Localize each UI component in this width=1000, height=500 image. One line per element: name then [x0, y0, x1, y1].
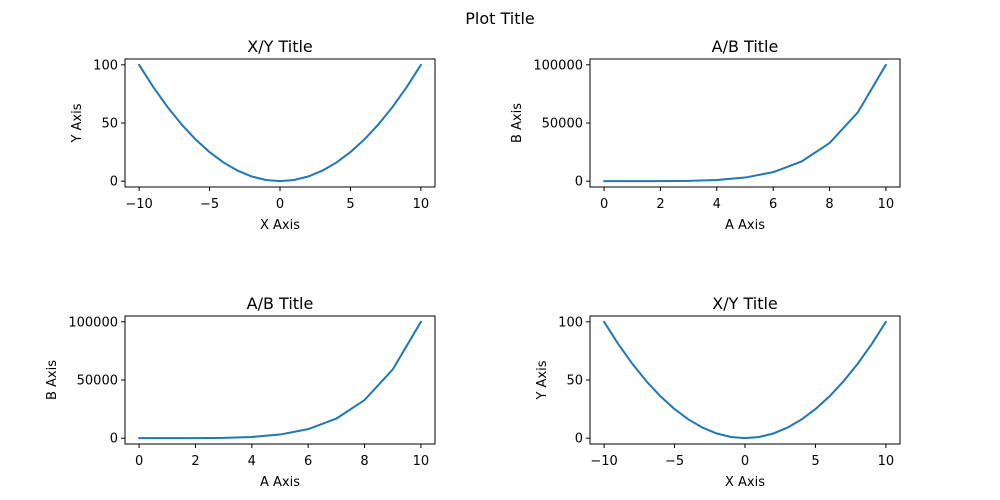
series-line: [138, 320, 422, 440]
x-tick-label: 8: [360, 454, 368, 469]
x-tick-label: 0: [600, 197, 608, 212]
x-tick-label: 10: [413, 454, 430, 469]
subplot-title: A/B Title: [712, 37, 779, 56]
y-tick-label: 0: [575, 175, 583, 190]
y-tick-label: 50: [101, 117, 118, 132]
x-tick-label: 4: [248, 454, 256, 469]
y-tick-label: 50: [566, 374, 583, 389]
x-tick-label: 0: [135, 454, 143, 469]
x-axis-label: X Axis: [725, 475, 765, 490]
x-tick-label: 0: [276, 197, 284, 212]
x-tick-label: 2: [191, 454, 199, 469]
x-tick-label: 10: [878, 197, 895, 212]
subplot-title: A/B Title: [247, 294, 314, 313]
subplot-title: X/Y Title: [712, 294, 778, 313]
figure-suptitle: Plot Title: [465, 9, 535, 28]
x-tick-label: 0: [741, 454, 749, 469]
x-tick-label: −5: [665, 454, 684, 469]
y-axis-label: B Axis: [45, 360, 60, 400]
series-line: [138, 63, 422, 183]
x-tick-label: 8: [825, 197, 833, 212]
y-tick-label: 50000: [542, 117, 583, 132]
y-tick-label: 50000: [77, 374, 118, 389]
y-tick-label: 0: [110, 432, 118, 447]
y-tick-label: 100000: [68, 315, 118, 330]
y-axis-label: Y Axis: [70, 103, 85, 143]
y-tick-label: 100000: [533, 58, 583, 73]
y-tick-label: 100: [558, 315, 583, 330]
x-axis-label: X Axis: [260, 218, 300, 233]
x-tick-label: 10: [878, 454, 895, 469]
y-tick-label: 0: [110, 175, 118, 190]
x-tick-label: 10: [413, 197, 430, 212]
x-tick-label: −10: [590, 454, 617, 469]
x-tick-label: 4: [713, 197, 721, 212]
subplot-bottom-left: 0 2 4 6 8 10 0 50000 100000 A/B Title A Axis B Axis: [45, 294, 436, 490]
subplot-top-right: 0 2 4 6 8 10 0 50000 100000 A/B Title A Axis B Axis: [510, 37, 901, 233]
y-tick-label: 100: [93, 58, 118, 73]
y-axis-label: Y Axis: [535, 360, 550, 400]
x-tick-label: −5: [200, 197, 219, 212]
x-axis-label: A Axis: [260, 475, 300, 490]
x-tick-label: 6: [304, 454, 312, 469]
x-tick-label: −10: [125, 197, 152, 212]
x-tick-label: 6: [769, 197, 777, 212]
subplot-title: X/Y Title: [247, 37, 313, 56]
series-line: [603, 63, 887, 183]
x-axis-label: A Axis: [725, 218, 765, 233]
y-tick-label: 0: [575, 432, 583, 447]
y-axis-label: B Axis: [510, 103, 525, 143]
series-line: [603, 320, 887, 440]
x-tick-label: 5: [346, 197, 354, 212]
x-tick-label: 5: [811, 454, 819, 469]
x-tick-label: 2: [656, 197, 664, 212]
